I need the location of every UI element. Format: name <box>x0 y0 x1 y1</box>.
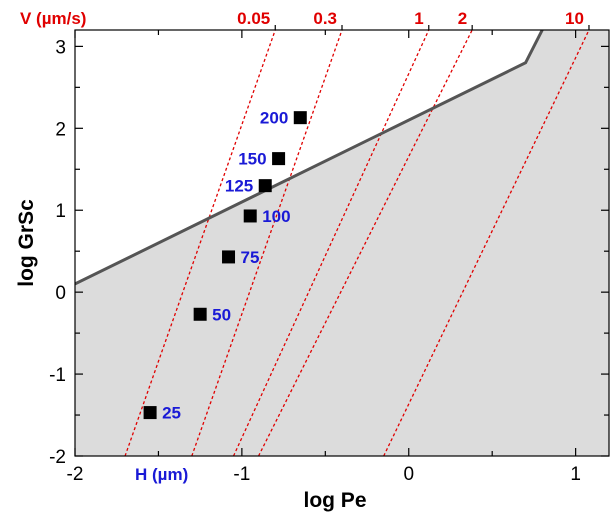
y-tick-label: 2 <box>55 119 66 140</box>
y-tick-label: 1 <box>55 201 66 222</box>
points-layer: 25 50 75 100 125 150 200 <box>143 109 307 423</box>
data-label-50: 50 <box>212 305 231 324</box>
velocity-line-0.05 <box>124 30 276 456</box>
boundary-line <box>75 30 544 286</box>
x-axis-title: log Pe <box>303 489 366 512</box>
velocity-label-0.3: 0.3 <box>313 9 337 28</box>
data-point-150 <box>272 152 286 166</box>
data-point-25 <box>143 406 157 420</box>
velocity-lines-layer <box>124 30 590 456</box>
velocity-line-1 <box>232 30 430 456</box>
x-tick-label: -1 <box>233 464 250 485</box>
velocity-label-1: 1 <box>414 9 423 28</box>
data-label-75: 75 <box>241 248 260 267</box>
point-series-label: H (µm) <box>135 465 188 484</box>
x-tick-label: 0 <box>403 464 414 485</box>
data-point-200 <box>293 111 307 125</box>
y-tick-label: 3 <box>55 37 66 58</box>
data-label-125: 125 <box>225 177 253 196</box>
velocity-line-10 <box>383 30 590 456</box>
velocity-axis-layer: 0.05 0.3 1 2 10 <box>237 9 590 30</box>
x-tick-label: 1 <box>570 464 581 485</box>
y-tick-label: -2 <box>49 447 66 468</box>
data-point-100 <box>243 209 257 223</box>
data-point-125 <box>258 179 272 193</box>
shaded-region <box>75 30 609 456</box>
velocity-label-0.05: 0.05 <box>237 9 270 28</box>
y-axis-title: log GrSc <box>15 199 38 287</box>
x-tick-label: -2 <box>67 464 84 485</box>
axes-layer: -2 -1 0 1 -2 -1 0 1 2 3 <box>49 30 609 485</box>
velocity-axis-title: V (µm/s) <box>20 9 86 28</box>
shaded-region-layer <box>75 30 609 456</box>
data-point-75 <box>222 250 236 264</box>
data-label-100: 100 <box>262 207 290 226</box>
data-label-150: 150 <box>238 150 266 169</box>
velocity-line-2 <box>257 30 473 456</box>
data-label-200: 200 <box>260 109 288 128</box>
y-tick-label: 0 <box>55 283 66 304</box>
y-tick-label: -1 <box>49 365 66 386</box>
data-point-50 <box>193 307 207 321</box>
velocity-line-0.3 <box>191 30 343 456</box>
velocity-label-2: 2 <box>458 9 467 28</box>
velocity-label-10: 10 <box>565 9 584 28</box>
boundary-line-layer <box>75 30 544 286</box>
data-label-25: 25 <box>162 404 181 423</box>
